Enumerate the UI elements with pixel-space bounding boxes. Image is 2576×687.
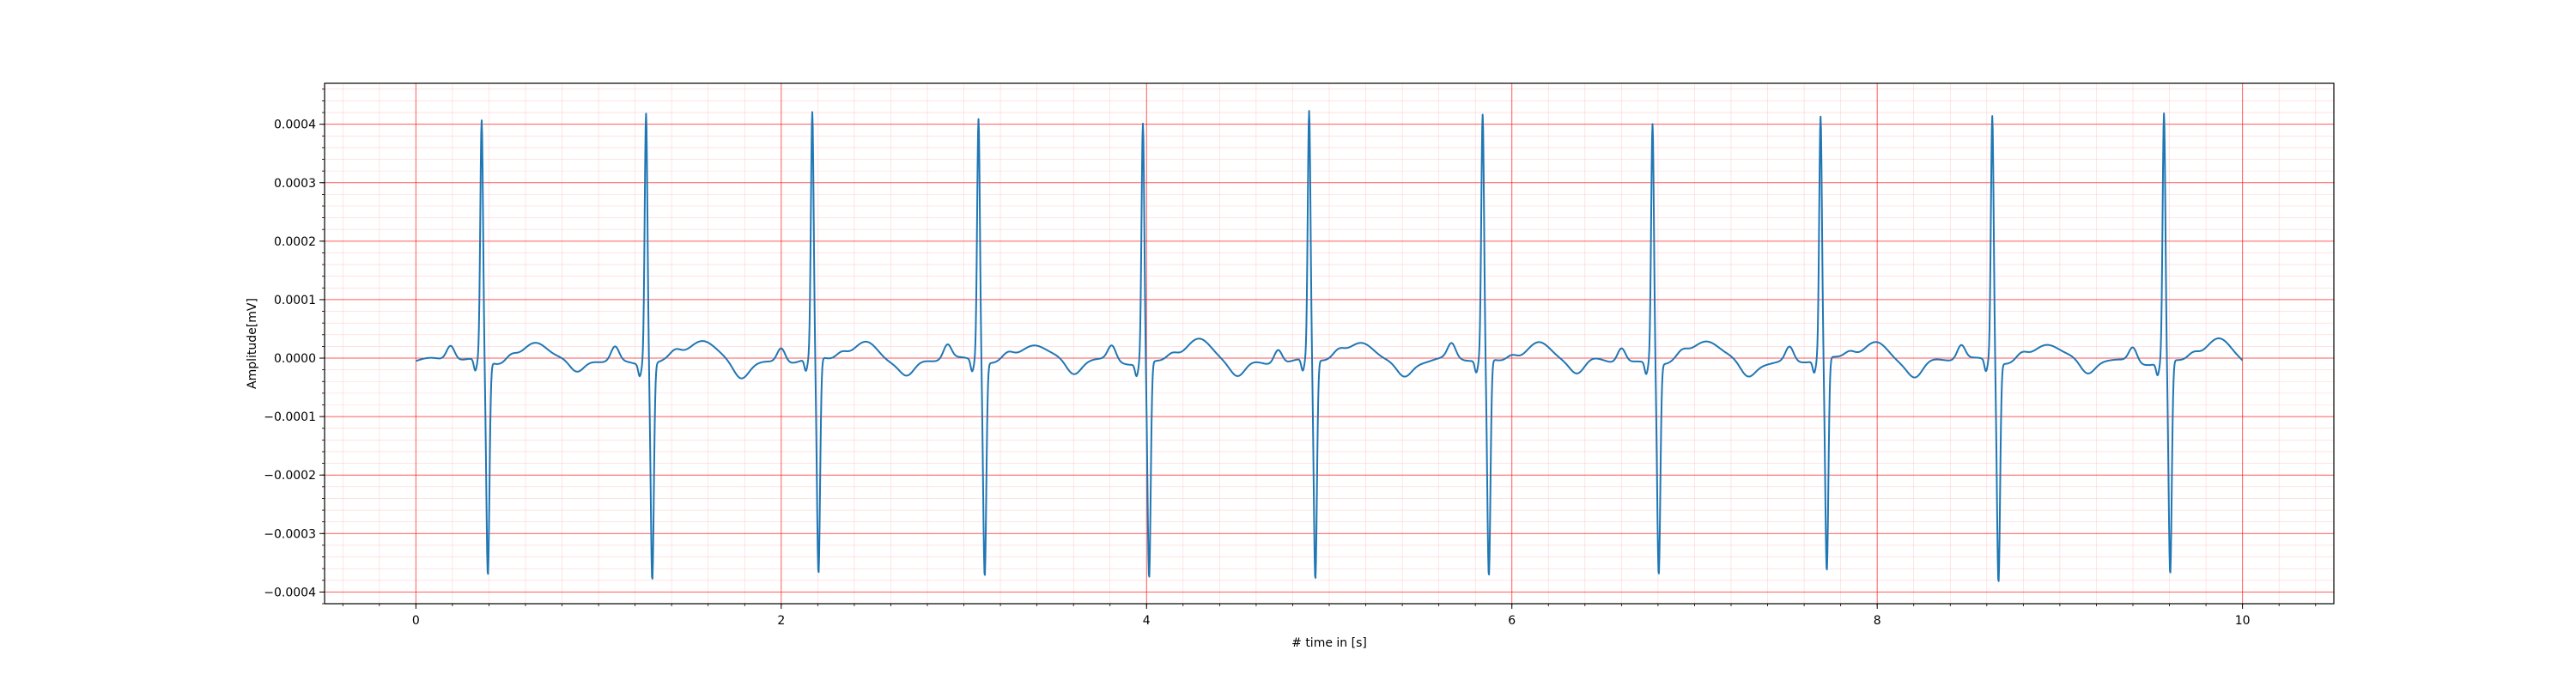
series-layer	[415, 110, 2244, 582]
x-tick-label: 0	[412, 614, 420, 628]
x-tick-label: 2	[777, 614, 785, 628]
y-tick-label: 0.0003	[274, 177, 316, 191]
y-tick-label: −0.0004	[264, 586, 316, 599]
y-tick-label: 0.0002	[274, 235, 316, 249]
y-tick-label: −0.0001	[264, 410, 316, 424]
major-grid	[325, 83, 2334, 604]
y-axis: −0.0004 −0.0003 −0.0002 −0.0001 0.0000 0.0001…	[264, 88, 325, 605]
y-tick-label: 0.0004	[274, 119, 316, 132]
x-tick-label: 4	[1143, 614, 1151, 628]
x-tick-label: 10	[2235, 614, 2251, 628]
y-tick-label: −0.0002	[264, 469, 316, 483]
y-tick-label: 0.0001	[274, 294, 316, 307]
x-axis-label: # time in [s]	[1291, 636, 1367, 650]
x-tick-label: 6	[1508, 614, 1516, 628]
x-axis: 0 2 4 6 8 10	[342, 604, 2317, 628]
x-tick-label: 8	[1874, 614, 1881, 628]
y-tick-label: 0.0000	[274, 352, 316, 366]
ecg-signal-line	[415, 110, 2244, 582]
y-axis-label: Amplitude[mV]	[246, 298, 259, 389]
y-tick-label: −0.0003	[264, 527, 316, 541]
